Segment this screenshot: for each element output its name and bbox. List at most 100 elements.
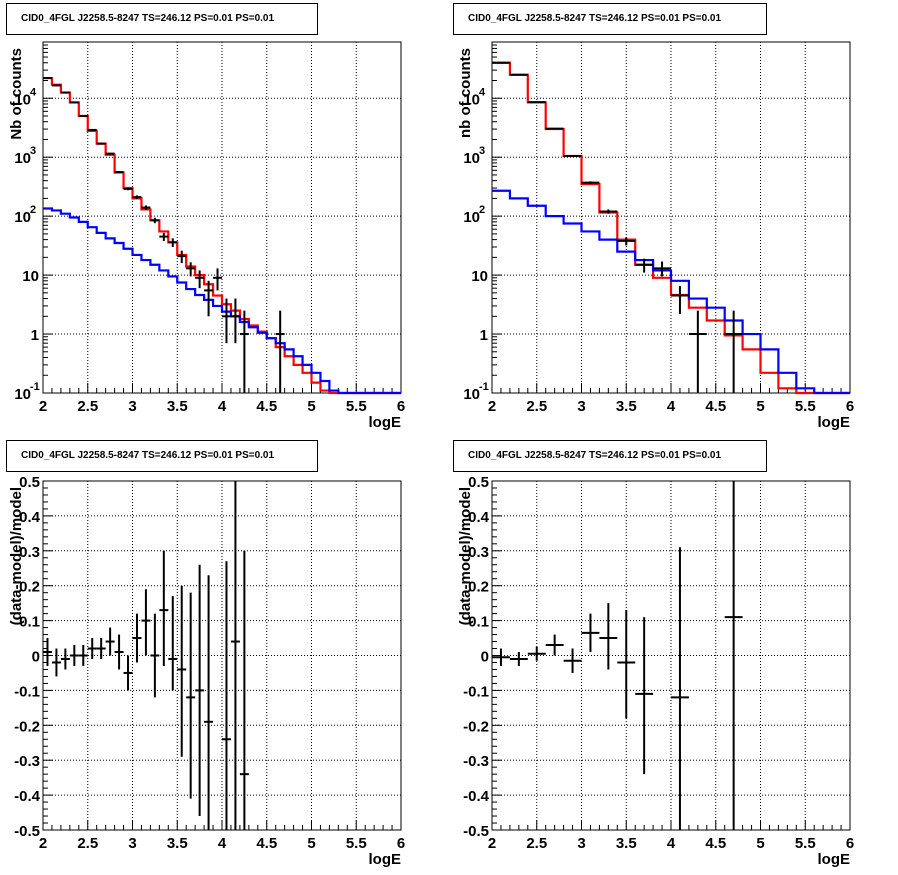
data-point <box>186 262 196 277</box>
y-tick-label: 0.4 <box>468 509 490 526</box>
y-tick-label: 0.5 <box>19 474 40 491</box>
data-point <box>96 142 106 145</box>
data-point <box>87 638 97 659</box>
x-tick-label: 2 <box>39 835 47 852</box>
histogram-component <box>492 189 850 395</box>
y-tick-label: 1 <box>31 327 39 344</box>
y-tick-label: 0.5 <box>468 474 489 491</box>
y-tick-label: 10 <box>463 150 480 167</box>
y-tick-label: 10 <box>471 268 488 285</box>
data-point <box>60 648 70 670</box>
x-tick-label: 5.5 <box>795 835 816 852</box>
data-point <box>222 561 231 830</box>
x-axis-label: logE <box>818 851 851 868</box>
data-point <box>51 84 61 87</box>
y-tick-exponent: 2 <box>479 204 485 216</box>
data-point <box>51 648 61 677</box>
data-point <box>132 195 142 200</box>
y-tick-label: 0.2 <box>468 579 489 596</box>
data-point <box>213 268 222 291</box>
data-point <box>159 232 169 241</box>
data-point <box>230 298 240 344</box>
data-point <box>653 261 671 277</box>
x-tick-label: 2.5 <box>77 398 98 415</box>
y-tick-label: 0 <box>32 649 40 666</box>
data-point <box>132 613 142 663</box>
y-tick-label: -0.4 <box>463 788 490 805</box>
y-tick-label: 0.4 <box>19 509 41 526</box>
chart-title-top-left: CID0_4FGL J2258.5-8247 TS=246.12 PS=0.01… <box>6 3 318 35</box>
chart-title-bottom-right: CID0_4FGL J2258.5-8247 TS=246.12 PS=0.01… <box>453 440 767 472</box>
x-tick-label: 3 <box>577 835 585 852</box>
data-point <box>492 648 510 666</box>
data-point <box>230 481 240 830</box>
data-point <box>168 238 178 247</box>
y-tick-exponent: 4 <box>479 86 486 98</box>
data-point <box>186 592 196 799</box>
data-point <box>60 91 70 94</box>
data-point <box>581 181 600 185</box>
y-tick-exponent: -1 <box>479 381 489 393</box>
y-tick-label: 10 <box>14 91 31 108</box>
data-point <box>563 154 582 157</box>
x-tick-label: 4 <box>667 398 676 415</box>
x-axis-label: logE <box>369 414 402 431</box>
data-point <box>105 152 115 155</box>
x-tick-label: 2 <box>488 835 496 852</box>
y-tick-label: 10 <box>14 209 31 226</box>
data-point <box>617 610 636 719</box>
y-tick-label: 0.2 <box>19 579 40 596</box>
y-tick-label: -0.5 <box>463 823 489 840</box>
y-tick-exponent: 3 <box>479 145 485 157</box>
data-point <box>204 280 214 317</box>
data-point <box>671 286 689 314</box>
y-tick-label: 0.3 <box>468 544 489 561</box>
data-point <box>688 310 707 393</box>
y-tick-label: 10 <box>14 386 31 403</box>
x-tick-label: 2.5 <box>526 835 547 852</box>
data-point <box>617 237 636 246</box>
y-tick-label: -0.1 <box>463 683 489 700</box>
y-tick-label: -0.2 <box>14 718 40 735</box>
data-point <box>78 645 88 666</box>
data-point <box>599 603 618 670</box>
data-point <box>141 589 151 656</box>
data-point <box>635 258 654 273</box>
x-tick-label: 4.5 <box>256 835 277 852</box>
data-point <box>114 171 124 174</box>
data-point <box>78 114 88 117</box>
y-tick-exponent: 4 <box>30 86 37 98</box>
x-tick-label: 5 <box>756 835 764 852</box>
x-tick-label: 5.5 <box>346 835 367 852</box>
x-tick-label: 2.5 <box>526 398 547 415</box>
data-point <box>545 127 564 130</box>
x-tick-label: 6 <box>846 398 854 415</box>
y-tick-exponent: -1 <box>30 381 40 393</box>
x-axis-label: logE <box>818 414 851 431</box>
x-tick-label: 3 <box>577 398 585 415</box>
x-axis-label: logE <box>369 851 402 868</box>
x-tick-label: 4 <box>218 398 227 415</box>
data-point <box>563 648 582 673</box>
x-tick-label: 5.5 <box>795 398 816 415</box>
chart-title-top-right: CID0_4FGL J2258.5-8247 TS=246.12 PS=0.01… <box>453 3 767 35</box>
data-point <box>195 270 205 289</box>
y-tick-label: -0.3 <box>14 753 40 770</box>
data-point <box>177 585 187 757</box>
y-axis-label: (data-model)/model <box>8 487 25 625</box>
x-tick-label: 3.5 <box>167 398 188 415</box>
data-point <box>239 310 249 393</box>
x-tick-label: 3 <box>128 835 136 852</box>
data-point <box>724 310 743 393</box>
y-tick-label: -0.1 <box>14 683 40 700</box>
y-tick-label: 1 <box>480 327 488 344</box>
data-point <box>168 596 178 691</box>
data-point <box>509 73 528 76</box>
x-tick-label: 5 <box>307 835 315 852</box>
y-tick-label: 10 <box>463 386 480 403</box>
data-point <box>96 638 106 659</box>
x-tick-label: 6 <box>397 835 405 852</box>
